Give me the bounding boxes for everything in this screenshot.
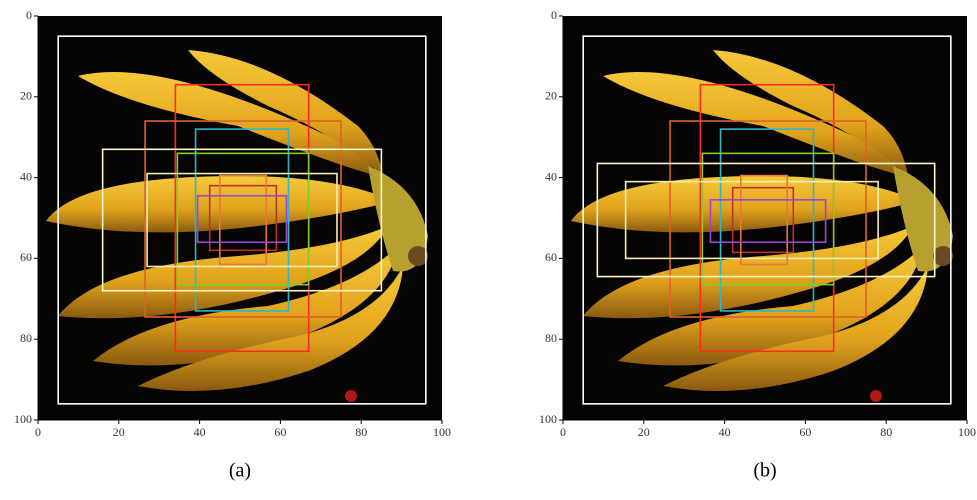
y-tick-label: 0: [26, 8, 32, 22]
y-tick-label: 80: [545, 331, 557, 345]
caption: (b): [753, 460, 776, 482]
figure: 020406080100020406080100(a)0204060801000…: [0, 0, 977, 500]
y-tick-label: 60: [545, 250, 557, 264]
x-tick-label: 60: [274, 425, 286, 439]
x-tick-label: 0: [560, 425, 566, 439]
x-tick-label: 20: [113, 425, 125, 439]
x-tick-label: 40: [719, 425, 731, 439]
caption: (a): [229, 460, 251, 482]
y-tick-label: 20: [20, 89, 32, 103]
x-tick-label: 0: [35, 425, 41, 439]
y-tick-label: 100: [539, 412, 557, 426]
x-tick-label: 100: [433, 425, 451, 439]
y-tick-label: 40: [545, 169, 557, 183]
x-tick-label: 100: [958, 425, 976, 439]
x-tick-label: 40: [194, 425, 206, 439]
y-tick-label: 100: [14, 412, 32, 426]
y-tick-label: 20: [545, 89, 557, 103]
x-tick-label: 20: [638, 425, 650, 439]
x-tick-label: 60: [799, 425, 811, 439]
y-tick-label: 60: [20, 250, 32, 264]
y-tick-label: 40: [20, 169, 32, 183]
y-tick-label: 0: [551, 8, 557, 22]
photo: [563, 16, 967, 420]
x-tick-label: 80: [880, 425, 892, 439]
page: 020406080100020406080100(a)0204060801000…: [0, 0, 977, 500]
x-tick-label: 80: [355, 425, 367, 439]
y-tick-label: 80: [20, 331, 32, 345]
